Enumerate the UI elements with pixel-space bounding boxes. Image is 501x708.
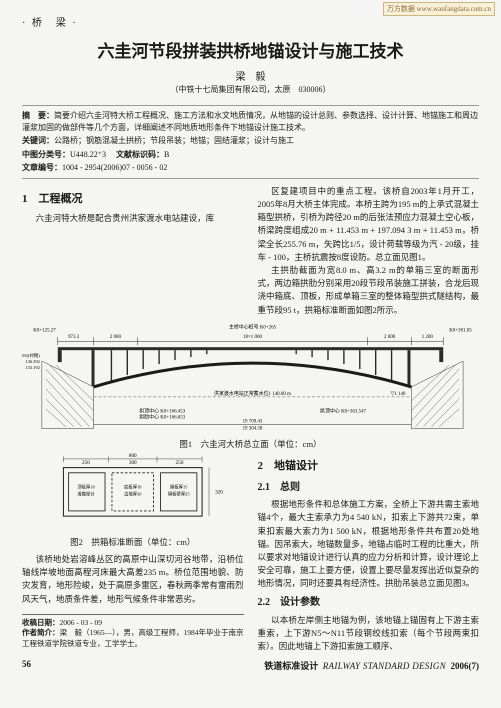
footer: 56 铁道标准设计 RAILWAY STANDARD DESIGN 2006(7… [22, 659, 479, 672]
title: 六圭河节段拼装拱桥地锚设计与施工技术 [22, 37, 479, 62]
bridge-svg: 973.3 2 000 18×1 000 2 000 1 200 K0+125.… [22, 321, 479, 431]
p1: 六圭河特大桥是配合贵州洪家渡水电站建设，库 [22, 212, 244, 225]
ground-left [42, 361, 94, 429]
doctype-label: 文献标识码： [116, 150, 164, 159]
columns-top: 1 工程概况 六圭河特大桥是配合贵州洪家渡水电站建设，库 区复建项目中的重点工程… [22, 185, 479, 317]
doctype: B [164, 150, 169, 159]
issue: 2006(7) [451, 661, 480, 671]
fn-date: 2006 - 03 - 09 [60, 618, 103, 627]
col-right-bottom: 2 地锚设计 2.1 总则 根据地形条件和总体施工方案，全桥上下游共需主索地锚4… [258, 452, 480, 654]
lbl-k0-125: K0+125.27 [33, 328, 56, 333]
p2-2: 以本桥左岸侧主地锚为例，该地锚上锚固有上下游主索重索，上下游N5～N11节段钢绞… [258, 614, 480, 654]
sec2-1-heading: 2.1 总则 [258, 480, 480, 496]
deck [58, 347, 443, 350]
artno: 1004 - 2954(2006)07 - 0056 - 02 [62, 163, 167, 172]
abut-r: 拱顶中心 K0+363.547 [320, 407, 367, 414]
hatch-left [46, 365, 94, 427]
footnotes: 收稿日期：2006 - 03 - 09 作者简介：梁 毅（1965—），男，高级… [22, 614, 244, 650]
figure-1: 973.3 2 000 18×1 000 2 000 1 200 K0+125.… [22, 321, 479, 450]
cs-h: 320 [215, 489, 223, 495]
dim-1200: 1 200 [422, 335, 434, 340]
cs-250a: 250 [82, 460, 90, 466]
col-left-top: 1 工程概况 六圭河特大桥是配合贵州洪家渡水电站建设，库 [22, 185, 244, 317]
journal-en: RAILWAY STANDARD DESIGN [323, 661, 446, 671]
hl3: 133.192 [25, 365, 40, 370]
abstract-label: 摘 要： [22, 111, 54, 120]
abut-l1: 拱顶中心 K0+166.453 [139, 407, 186, 414]
ground-right [411, 361, 463, 429]
col-right-top: 区复建项目中的重点工程。该桥自2003年1月开工，2005年8月大桥主体完成。本… [258, 185, 480, 317]
category: · 桥 梁 · [22, 14, 479, 29]
cs-l1a: 顶板厚18 [77, 483, 94, 490]
cs-300: 300 [129, 460, 137, 466]
hl1: 143.392(衬砌) [22, 352, 40, 359]
fn-author-label: 作者简介： [22, 628, 60, 637]
cs-l3a: 隔板厚15 [170, 483, 187, 490]
hatch-right [411, 365, 459, 427]
dim-18x1000: 18×1 000 [243, 335, 262, 340]
abstract-block: 摘 要：简要介绍六圭河特大桥工程概况、施工方法和水文地质情况，从地锚的设计总则、… [22, 105, 479, 179]
lbl-k0-381: K0+381.03 [449, 328, 472, 333]
sec2-2-heading: 2.2 设计参数 [258, 595, 480, 611]
keywords-text: 公路桥；钢筋混凝土拱桥；节段吊装；地锚；固结灌浆；设计与施工 [54, 136, 294, 145]
cs-250b: 250 [176, 460, 184, 466]
journal-cn: 铁道标准设计 [264, 661, 318, 671]
affiliation: （中铁十七局集团有限公司，太原 030006） [22, 84, 479, 95]
p2-1: 根据地形条件和总体施工方案，全桥上下游共需主索地锚4个，最大主索承力为4 540… [258, 498, 480, 590]
fig1-caption: 图1 六圭河大桥总立面（单位：cm） [22, 438, 479, 450]
sec1-heading: 1 工程概况 [22, 191, 244, 208]
fig2-svg: 800 250 300 250 320 顶板厚18 滑膜部分 底板厚18 边墙厚… [22, 452, 244, 530]
fn-date-label: 收稿日期： [22, 618, 60, 627]
p-after-fig2: 该桥地处岩溶峰丛区的高原中山深切河谷地带，沿桥位轴线岸坡地面高程河床最大高差23… [22, 553, 244, 606]
span2: 19 304.58 [243, 426, 263, 430]
abut-l2: 拱肋中心 K0+166.653 [139, 413, 186, 420]
cs-l2b: 边墙厚30 [124, 490, 141, 497]
watermark: 万方数据 www.wanfangdata.com.cn [383, 2, 495, 16]
right-p2: 主拱肋截面为宽8.0 m、高3.2 m的单箱三室的断面形式，两边箱拱肋分别采用2… [258, 264, 480, 317]
keywords-label: 关键词： [22, 136, 54, 145]
cs-l3b: 隔板壁厚25 [168, 490, 190, 497]
cs-l1b: 滑膜部分 [77, 490, 95, 497]
page: · 桥 梁 · 六圭河节段拼装拱桥地锚设计与施工技术 梁 毅 （中铁十七局集团有… [0, 0, 501, 682]
lbl-center: 主桥中心桩号 K0+265 [229, 323, 277, 330]
hl2: 136.392 [25, 359, 40, 364]
water-elev: ▽1 140 [391, 391, 406, 397]
sec2-heading: 2 地锚设计 [258, 458, 480, 475]
dim-973: 973.3 [68, 335, 80, 340]
arch-rib [94, 363, 412, 387]
abstract-text: 简要介绍六圭河特大桥工程概况、施工方法和水文地质情况，从地锚的设计总则、参数选择… [22, 111, 478, 132]
right-p1: 区复建项目中的重点工程。该桥自2003年1月开工，2005年8月大桥主体完成。本… [258, 185, 480, 264]
artno-label: 文章编号： [22, 163, 62, 172]
fig2-caption: 图2 拱箱标准断面（单位：cm） [22, 536, 244, 549]
cs-800: 800 [129, 453, 137, 459]
col-left-bottom: 800 250 300 250 320 顶板厚18 滑膜部分 底板厚18 边墙厚… [22, 452, 244, 654]
water-label: 洪家渡水电站正常蓄水位1 140.00 m [214, 390, 291, 397]
cs-l2a: 底板厚18 [124, 483, 141, 490]
span1: 19 709.43 [243, 419, 263, 424]
columns-bottom: 800 250 300 250 320 顶板厚18 滑膜部分 底板厚18 边墙厚… [22, 452, 479, 654]
clc: U448.22⁺3 [70, 150, 106, 159]
clc-label: 中图分类号： [22, 150, 70, 159]
dim-2000a: 2 000 [110, 335, 122, 340]
dim-2000b: 2 000 [384, 335, 396, 340]
author: 梁 毅 [22, 68, 479, 83]
page-no: 56 [22, 659, 31, 672]
spandrel [111, 350, 391, 381]
